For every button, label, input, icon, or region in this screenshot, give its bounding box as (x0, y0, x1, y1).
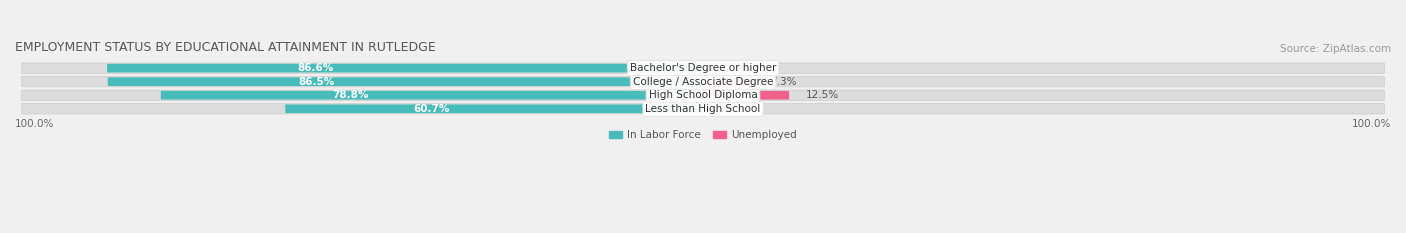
Text: 12.5%: 12.5% (806, 90, 839, 100)
FancyBboxPatch shape (21, 104, 1385, 114)
Text: EMPLOYMENT STATUS BY EDUCATIONAL ATTAINMENT IN RUTLEDGE: EMPLOYMENT STATUS BY EDUCATIONAL ATTAINM… (15, 41, 436, 54)
FancyBboxPatch shape (703, 91, 789, 99)
Legend: In Labor Force, Unemployed: In Labor Force, Unemployed (605, 126, 801, 144)
FancyBboxPatch shape (703, 64, 717, 72)
Text: 100.0%: 100.0% (15, 119, 55, 129)
Text: College / Associate Degree: College / Associate Degree (633, 77, 773, 87)
FancyBboxPatch shape (703, 104, 717, 113)
FancyBboxPatch shape (107, 64, 703, 72)
Text: 100.0%: 100.0% (1351, 119, 1391, 129)
FancyBboxPatch shape (160, 91, 703, 99)
FancyBboxPatch shape (108, 77, 703, 86)
Text: 0.0%: 0.0% (734, 104, 761, 114)
Text: Less than High School: Less than High School (645, 104, 761, 114)
FancyBboxPatch shape (21, 63, 1385, 73)
Text: High School Diploma: High School Diploma (648, 90, 758, 100)
FancyBboxPatch shape (703, 77, 754, 86)
FancyBboxPatch shape (21, 77, 1385, 87)
Text: 86.6%: 86.6% (298, 63, 333, 73)
Text: Source: ZipAtlas.com: Source: ZipAtlas.com (1279, 44, 1391, 54)
Text: 60.7%: 60.7% (413, 104, 450, 114)
FancyBboxPatch shape (21, 90, 1385, 100)
Text: 86.5%: 86.5% (298, 77, 335, 87)
Text: Bachelor's Degree or higher: Bachelor's Degree or higher (630, 63, 776, 73)
Text: 78.8%: 78.8% (332, 90, 368, 100)
Text: 7.3%: 7.3% (770, 77, 797, 87)
Text: 0.0%: 0.0% (734, 63, 761, 73)
FancyBboxPatch shape (285, 104, 703, 113)
